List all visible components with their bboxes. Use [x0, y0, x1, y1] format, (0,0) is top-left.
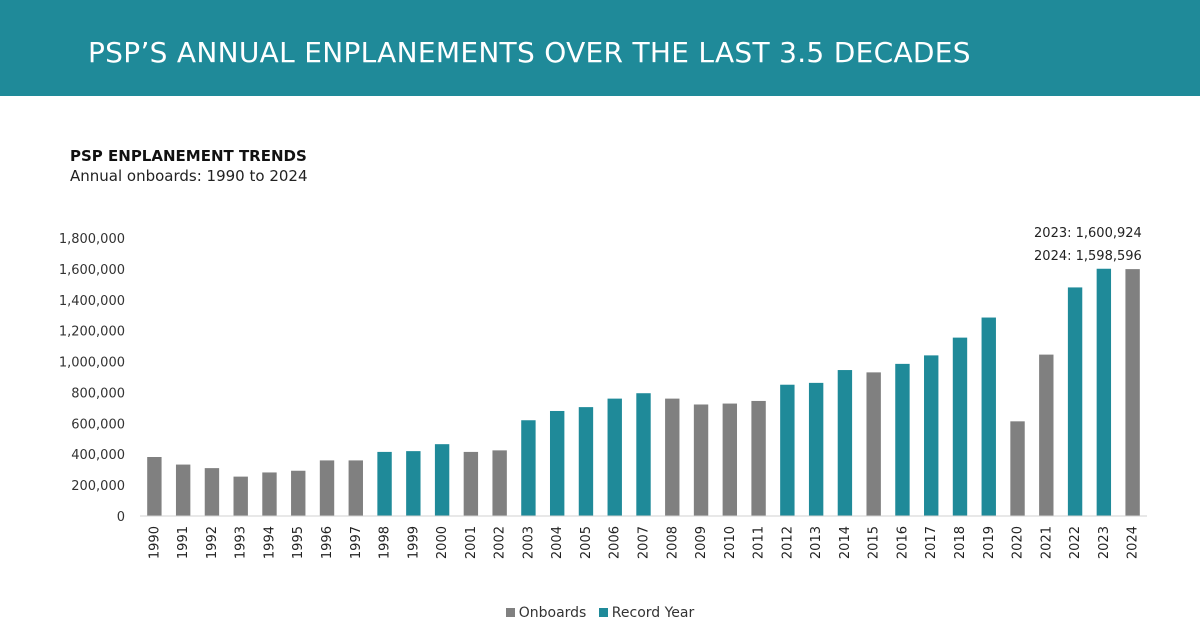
bar-2019 — [981, 317, 996, 516]
bar-2023 — [1096, 268, 1112, 516]
legend-swatch-record-year — [598, 607, 608, 617]
bar-2013 — [808, 382, 824, 516]
legend-swatch-onboards — [505, 607, 515, 617]
x-tick-label: 2006 — [608, 526, 623, 559]
x-tick-label: 2005 — [579, 526, 594, 559]
bar-2008 — [665, 398, 680, 516]
y-tick-label: 1,000,000 — [59, 356, 125, 371]
annotation-2024: 2024: 1,598,596 — [1034, 249, 1142, 264]
x-tick-label: 2018 — [953, 526, 968, 559]
x-tick-label: 1994 — [262, 526, 277, 559]
x-tick-label: 2013 — [809, 526, 824, 559]
x-tick-label: 2009 — [694, 526, 709, 559]
chart-title: PSP ENPLANEMENT TRENDS — [70, 147, 307, 165]
x-tick-label: 2012 — [780, 526, 795, 559]
bar-2021 — [1039, 354, 1054, 516]
bar-2011 — [751, 400, 766, 516]
bar-1992 — [204, 468, 220, 516]
x-tick-label: 2020 — [1011, 526, 1026, 559]
bar-2009 — [693, 404, 709, 516]
bar-1995 — [291, 470, 306, 516]
bar-2017 — [924, 355, 939, 516]
bar-2007 — [636, 393, 651, 516]
y-tick-label: 400,000 — [71, 448, 125, 463]
bar-2015 — [866, 372, 881, 516]
bar-2022 — [1067, 287, 1083, 516]
bar-2002 — [492, 450, 507, 516]
x-tick-label: 1998 — [378, 526, 393, 559]
y-tick-label: 200,000 — [71, 479, 125, 494]
bar-2020 — [1010, 421, 1025, 516]
x-tick-label: 2010 — [723, 526, 738, 559]
y-tick-label: 1,200,000 — [59, 325, 125, 340]
bar-2001 — [463, 451, 479, 516]
bar-2003 — [521, 420, 536, 516]
x-tick-label: 2007 — [637, 526, 652, 559]
annotation-2023: 2023: 1,600,924 — [1034, 226, 1142, 241]
bar-2000 — [434, 444, 450, 516]
x-tick-label: 2003 — [521, 526, 536, 559]
x-tick-label: 2015 — [867, 526, 882, 559]
bar-1996 — [319, 460, 335, 516]
x-tick-label: 2011 — [752, 526, 767, 559]
x-tick-label: 2022 — [1068, 526, 1083, 559]
x-tick-label: 1999 — [406, 526, 421, 559]
bar-2018 — [952, 337, 968, 516]
x-tick-label: 2004 — [550, 526, 565, 559]
bar-1994 — [262, 472, 277, 516]
bar-1990 — [147, 457, 162, 516]
bar-1998 — [377, 451, 392, 516]
y-tick-label: 1,600,000 — [59, 263, 125, 278]
x-tick-label: 1996 — [320, 526, 335, 559]
x-tick-label: 2017 — [924, 526, 939, 559]
x-tick-label: 1997 — [349, 526, 364, 559]
x-tick-label: 1995 — [291, 526, 306, 559]
bar-2024 — [1125, 269, 1140, 516]
x-tick-label: 2016 — [895, 526, 910, 559]
bar-2006 — [607, 398, 622, 516]
x-tick-label: 1991 — [176, 526, 191, 559]
bar-2014 — [837, 370, 853, 516]
x-tick-label: 2019 — [982, 526, 997, 559]
bar-1991 — [175, 464, 191, 516]
x-tick-label: 2008 — [665, 526, 680, 559]
bar-1993 — [233, 476, 248, 516]
x-tick-label: 2001 — [464, 526, 479, 559]
x-tick-label: 2014 — [838, 526, 853, 559]
x-tick-label: 2021 — [1039, 526, 1054, 559]
bar-2005 — [578, 407, 594, 516]
page-title: PSP’S ANNUAL ENPLANEMENTS OVER THE LAST … — [88, 36, 971, 69]
x-tick-label: 2002 — [493, 526, 508, 559]
x-tick-label: 1992 — [205, 526, 220, 559]
x-tick-label: 1990 — [147, 526, 162, 559]
bar-1997 — [348, 460, 363, 516]
bar-2004 — [549, 410, 565, 516]
header-banner: PSP’S ANNUAL ENPLANEMENTS OVER THE LAST … — [0, 0, 1200, 96]
legend-item-record-year: Record Year — [598, 605, 695, 621]
legend-label-record-year: Record Year — [611, 605, 695, 621]
legend-item-onboards: Onboards — [505, 605, 587, 621]
bar-1999 — [406, 451, 421, 516]
y-tick-label: 0 — [117, 510, 125, 525]
y-tick-label: 1,400,000 — [59, 294, 125, 309]
enplanement-bar-chart: 0 200,000 400,000 600,000 800,000 1,000,000 1,… — [59, 226, 1147, 559]
x-tick-label: 1993 — [234, 526, 249, 559]
bar-2010 — [722, 403, 738, 516]
x-tick-label: 2024 — [1126, 526, 1141, 559]
y-tick-label: 1,800,000 — [59, 232, 125, 247]
x-tick-label: 2000 — [435, 526, 450, 559]
chart-subtitle: Annual onboards: 1990 to 2024 — [70, 167, 308, 185]
chart-legend: Onboards Record Year — [0, 605, 1200, 621]
bar-2012 — [780, 384, 795, 516]
bar-2016 — [895, 363, 910, 516]
x-tick-label: 2023 — [1097, 526, 1112, 559]
y-tick-label: 600,000 — [71, 417, 125, 432]
legend-label-onboards: Onboards — [518, 605, 587, 621]
y-tick-label: 800,000 — [71, 386, 125, 401]
